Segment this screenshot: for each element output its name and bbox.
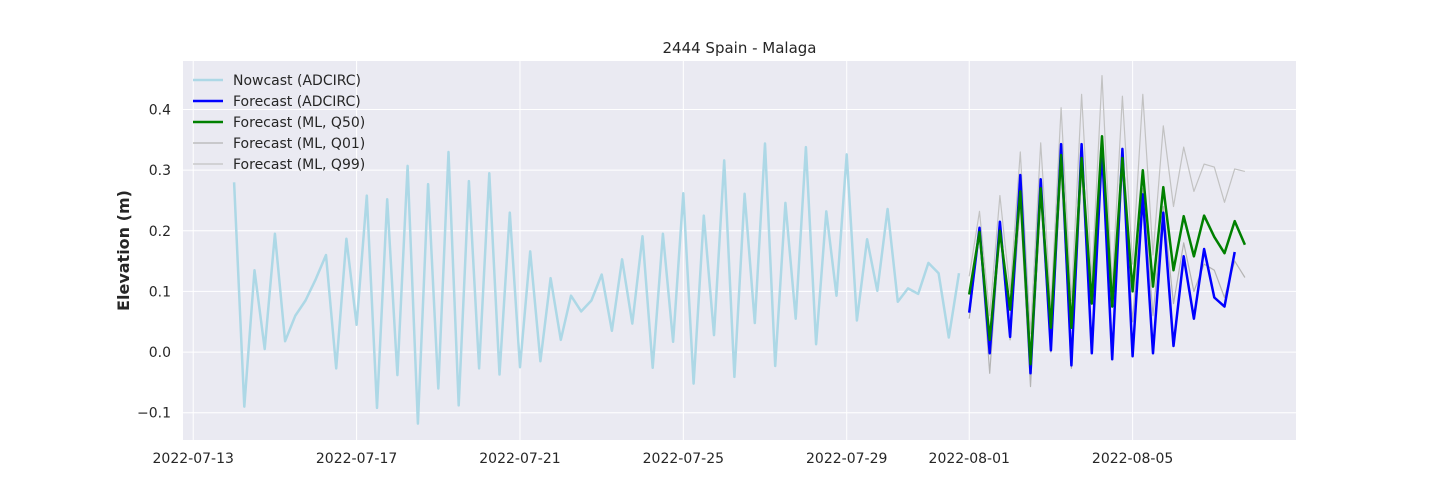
y-axis-ticks: −0.1 0.0 0.1 0.2 0.3 0.4 <box>137 103 171 422</box>
y-tick-label: 0.4 <box>149 103 171 119</box>
x-tick-label: 2022-08-05 <box>1092 451 1173 467</box>
y-tick-label: 0.0 <box>149 345 171 361</box>
x-tick-label: 2022-07-25 <box>643 451 724 467</box>
x-axis-ticks: 2022-07-13 2022-07-17 2022-07-21 2022-07-25… <box>153 451 1174 467</box>
x-tick-label: 2022-07-29 <box>806 451 887 467</box>
y-tick-label: 0.3 <box>149 163 171 179</box>
x-tick-label: 2022-07-21 <box>479 451 560 467</box>
legend: Nowcast (ADCIRC) Forecast (ADCIRC) Forecas… <box>193 73 365 173</box>
y-tick-label: −0.1 <box>137 406 171 422</box>
legend-label: Forecast (ML, Q01) <box>233 136 365 152</box>
series-line-nowcast <box>232 142 961 425</box>
x-tick-label: 2022-07-17 <box>316 451 397 467</box>
x-tick-label: 2022-07-13 <box>153 451 234 467</box>
y-tick-label: 0.1 <box>149 284 171 300</box>
legend-label: Nowcast (ADCIRC) <box>233 73 361 89</box>
series-line-forecast-q50 <box>967 134 1247 366</box>
series-lines <box>232 74 1247 425</box>
legend-label: Forecast (ADCIRC) <box>233 94 361 110</box>
y-tick-label: 0.2 <box>149 224 171 240</box>
legend-label: Forecast (ML, Q50) <box>233 115 365 131</box>
y-axis-title: Elevation (m) <box>114 190 133 311</box>
legend-label: Forecast (ML, Q99) <box>233 157 365 173</box>
chart-title: 2444 Spain - Malaga <box>662 39 816 57</box>
x-tick-label: 2022-08-01 <box>929 451 1010 467</box>
series-line-forecast-q99 <box>968 74 1246 335</box>
